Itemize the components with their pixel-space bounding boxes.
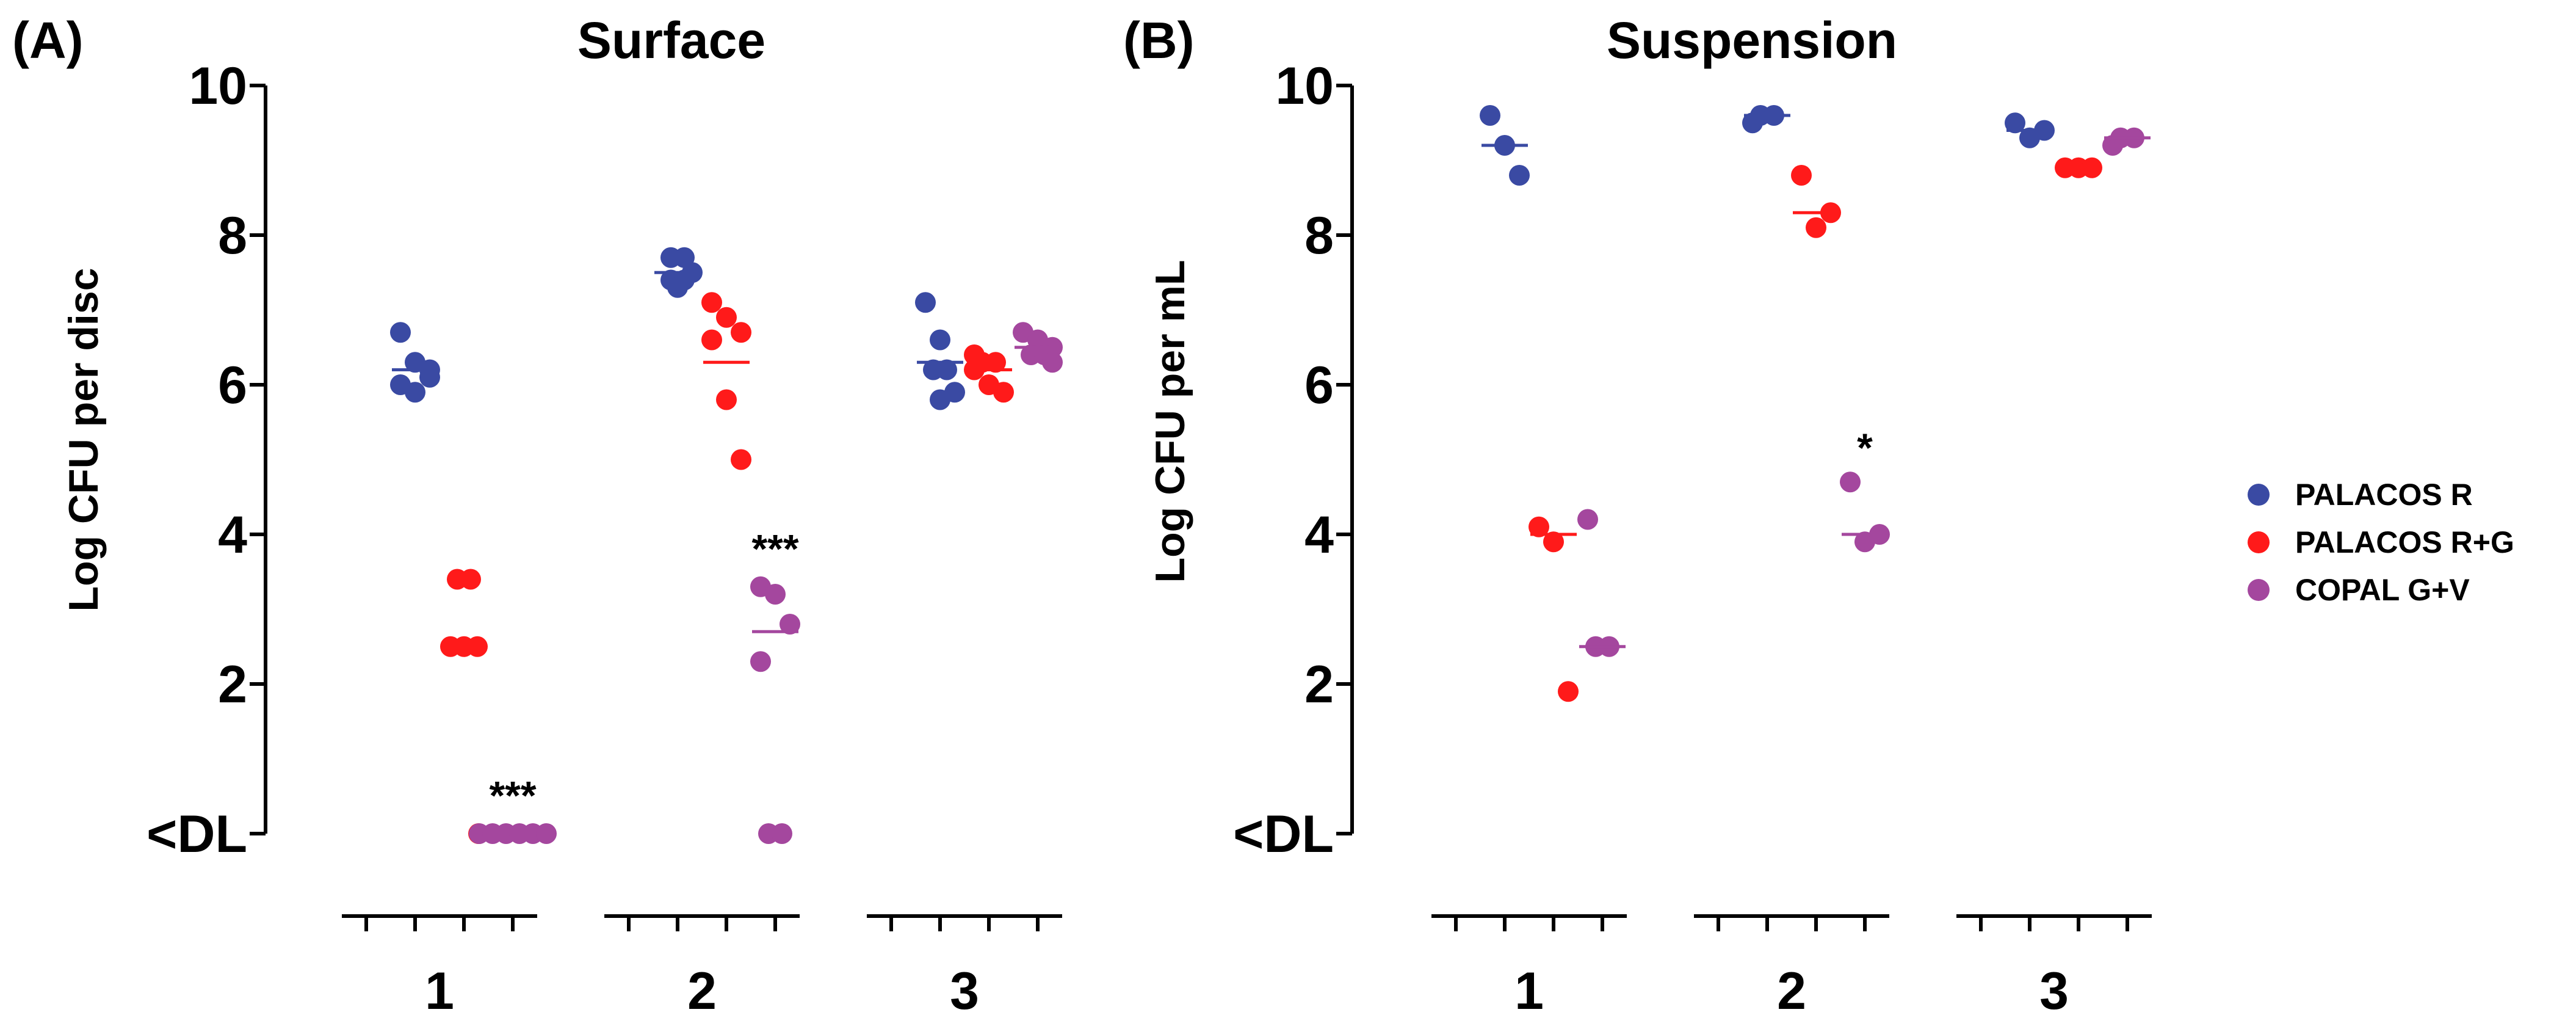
y-tick-label: <DL xyxy=(1233,805,1334,864)
data-point-palacos-rg xyxy=(1558,681,1579,702)
data-point-copal-gv xyxy=(1577,509,1598,530)
data-point-palacos-r xyxy=(1509,165,1530,186)
panel-title-b: Suspension xyxy=(1607,12,1897,69)
legend: PALACOS R PALACOS R+G COPAL G+V xyxy=(2248,478,2514,607)
significance-label: *** xyxy=(751,526,798,571)
data-point-palacos-rg xyxy=(731,322,751,343)
data-point-palacos-r xyxy=(915,292,936,313)
y-tick-label: 4 xyxy=(1304,506,1334,564)
data-point-palacos-rg xyxy=(1806,217,1826,238)
data-point-palacos-rg xyxy=(716,389,737,410)
data-point-copal-gv xyxy=(1042,352,1063,373)
data-point-copal-gv xyxy=(750,651,771,672)
legend-marker-palacos-rg xyxy=(2248,531,2270,553)
data-point-copal-gv xyxy=(536,823,557,844)
data-point-palacos-rg xyxy=(460,569,481,590)
y-tick-label: 6 xyxy=(218,356,247,415)
panel-label-a: (A) xyxy=(12,12,84,69)
significance-label: * xyxy=(1857,425,1873,470)
legend-marker-palacos-r xyxy=(2248,484,2270,506)
data-point-palacos-r xyxy=(930,329,950,351)
data-point-copal-gv xyxy=(1840,471,1861,493)
data-point-palacos-r xyxy=(944,382,965,403)
y-tick-label: 2 xyxy=(1304,655,1334,714)
data-point-palacos-rg xyxy=(701,292,722,313)
group-label: 2 xyxy=(687,962,717,1021)
data-point-palacos-r xyxy=(674,269,695,291)
group-label: 1 xyxy=(425,962,454,1021)
data-point-copal-gv xyxy=(765,584,786,605)
data-point-palacos-rg xyxy=(1543,531,1564,553)
y-tick-label: <DL xyxy=(147,805,247,864)
group-label: 2 xyxy=(1777,962,1806,1021)
data-point-palacos-r xyxy=(936,359,957,380)
panel-label-b: (B) xyxy=(1123,12,1195,69)
significance-label: *** xyxy=(489,773,536,818)
data-point-palacos-rg xyxy=(731,449,751,470)
y-tick-label: 8 xyxy=(1304,206,1334,265)
data-point-palacos-rg xyxy=(701,329,722,351)
legend-marker-copal-gv xyxy=(2248,579,2270,601)
y-tick-label: 4 xyxy=(218,506,247,564)
group-label: 1 xyxy=(1514,962,1544,1021)
data-point-palacos-rg xyxy=(985,352,1006,373)
legend-label-copal-gv: COPAL G+V xyxy=(2295,573,2470,607)
data-point-palacos-rg xyxy=(993,382,1014,403)
y-tick-label: 8 xyxy=(218,206,247,265)
legend-item-copal-gv: COPAL G+V xyxy=(2248,573,2470,607)
data-point-palacos-rg xyxy=(716,307,737,328)
data-point-palacos-r xyxy=(419,366,440,388)
legend-label-palacos-rg: PALACOS R+G xyxy=(2295,525,2514,559)
group-label: 3 xyxy=(2039,962,2069,1021)
y-tick-label: 10 xyxy=(189,57,247,115)
panel-b: (B) Suspension Log CFU per mL <DL 2 4 6 8 10 1… xyxy=(1123,12,2152,1021)
data-point-palacos-r xyxy=(2005,112,2025,134)
y-tick-label: 2 xyxy=(218,655,247,714)
panel-title-a: Surface xyxy=(577,12,765,69)
legend-item-palacos-r: PALACOS R xyxy=(2248,478,2473,512)
legend-item-palacos-rg: PALACOS R+G xyxy=(2248,525,2514,559)
y-tick-label: 6 xyxy=(1304,356,1334,415)
y-axis-label-a: Log CFU per disc xyxy=(60,268,107,612)
data-point-palacos-r xyxy=(390,322,411,343)
data-point-copal-gv xyxy=(780,614,800,635)
y-axis-label-b: Log CFU per mL xyxy=(1147,260,1193,583)
data-point-copal-gv xyxy=(772,823,792,844)
data-point-palacos-r xyxy=(405,382,425,403)
data-point-palacos-rg xyxy=(1529,516,1549,537)
data-point-palacos-r xyxy=(1480,105,1500,126)
data-point-palacos-rg xyxy=(1791,165,1812,186)
group-label: 3 xyxy=(950,962,979,1021)
y-tick-label: 10 xyxy=(1275,57,1334,115)
legend-label-palacos-r: PALACOS R xyxy=(2295,478,2473,512)
